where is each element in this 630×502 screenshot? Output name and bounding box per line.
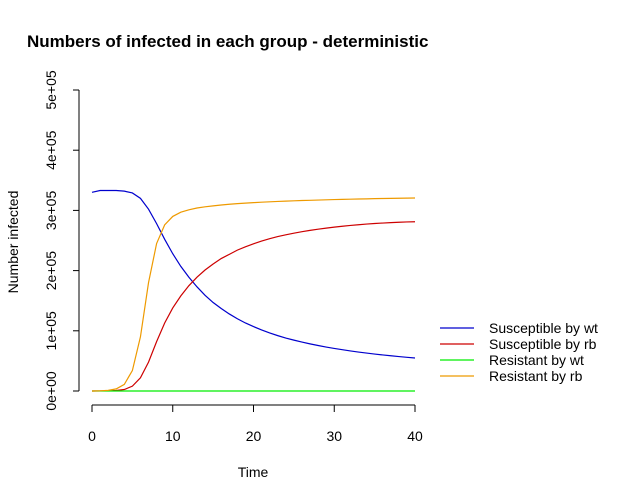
legend-label-2: Resistant by wt: [489, 352, 584, 368]
axes: 0e+00 1e+05 2e+05 3e+05 4e+05 5e+05 0 10 20 30 40: [43, 70, 423, 444]
chart-title: Numbers of infected in each group - dete…: [27, 32, 428, 51]
y-tick-label: 4e+05: [43, 130, 59, 170]
x-tick-label: 10: [165, 428, 181, 444]
y-tick-label: 3e+05: [43, 191, 59, 231]
x-tick-label: 40: [407, 428, 423, 444]
y-tick-label: 5e+05: [43, 70, 59, 110]
x-axis-label: Time: [238, 464, 269, 480]
legend-label-1: Susceptible by rb: [489, 336, 597, 352]
y-axis-label: Number infected: [5, 191, 21, 294]
plot-area: [91, 189, 416, 392]
series-line-1: [91, 221, 416, 392]
series-line-3: [91, 197, 416, 392]
x-tick-label: 20: [246, 428, 262, 444]
y-tick-label: 1e+05: [43, 311, 59, 351]
series-line-0: [91, 189, 416, 359]
legend-label-0: Susceptible by wt: [489, 320, 598, 336]
x-tick-label: 0: [88, 428, 96, 444]
x-tick-label: 30: [326, 428, 342, 444]
legend-label-3: Resistant by rb: [489, 368, 583, 384]
y-tick-label: 2e+05: [43, 251, 59, 291]
y-tick-label: 0e+00: [43, 371, 59, 411]
